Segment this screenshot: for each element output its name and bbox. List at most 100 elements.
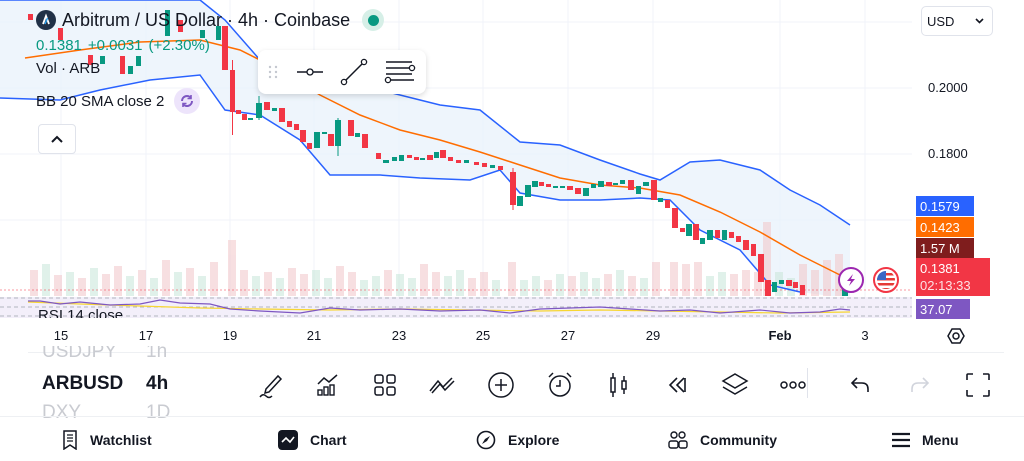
rsi-indicator-row[interactable]: RSI 14 close (38, 307, 123, 318)
divider (0, 416, 1024, 417)
arbitrum-logo-icon (36, 10, 56, 30)
replay-button[interactable] (662, 370, 692, 400)
loading-refresh-icon[interactable] (174, 88, 201, 114)
nav-label: Watchlist (90, 431, 152, 448)
drawing-tools-button[interactable] (256, 370, 286, 400)
price-axis-label: 0.1800 (928, 146, 968, 161)
watchlist-icon (62, 429, 78, 450)
time-label: 27 (560, 328, 576, 343)
divider (28, 352, 1004, 353)
live-dot-icon (367, 14, 379, 26)
more-dots-icon (780, 381, 806, 389)
last-price-tag-value: 0.1381 (920, 261, 960, 276)
more-button[interactable] (778, 370, 808, 400)
bb-indicator-label: BB 20 SMA close 2 (36, 92, 165, 110)
redo-icon (911, 377, 930, 392)
fullscreen-icon (966, 373, 990, 397)
last-price-tag: 0.1381 02:13:33 (916, 258, 990, 296)
volume-tag: 1.57 M (916, 238, 974, 258)
price-axis[interactable]: 0.2000 0.1800 (912, 0, 1024, 346)
indicators-button[interactable] (313, 370, 343, 400)
symbol-title[interactable]: Arbitrum / US Dollar · 4h · Coinbase (62, 9, 351, 30)
rsi-tag: 37.07 (916, 299, 970, 319)
nav-menu[interactable]: Menu (892, 418, 959, 461)
price-axis-label: 0.2000 (928, 80, 968, 95)
symbol-interval-picker[interactable]: USDJPY 1h ARBUSD 4h DXY 1D (0, 346, 200, 418)
toolbar-divider (807, 368, 808, 398)
hamburger-icon (892, 432, 910, 448)
bb-indicator-row[interactable]: BB 20 SMA close 2 (36, 88, 384, 114)
time-label: 21 (306, 328, 322, 343)
drag-handle-icon[interactable] (258, 50, 288, 94)
compare-icon (429, 377, 455, 394)
layouts-button[interactable] (370, 370, 400, 400)
layers-icon (721, 373, 749, 395)
symbol-option-active[interactable]: ARBUSD 4h (42, 373, 169, 394)
symbol-option[interactable]: DXY 1D (42, 402, 171, 418)
currency-select[interactable]: USD (921, 6, 993, 36)
nav-label: Chart (310, 431, 347, 448)
market-status-indicator[interactable] (362, 9, 385, 31)
undo-button[interactable] (845, 370, 875, 400)
fullscreen-button[interactable] (963, 370, 993, 400)
nav-label: Explore (508, 431, 560, 448)
nav-chart[interactable]: Chart (278, 418, 347, 461)
lightning-event-badge[interactable] (838, 267, 864, 293)
rewind-icon (668, 377, 686, 393)
price-change-row: 0.1381 +0.0031 (+2.30%) (36, 37, 384, 57)
chart-settings-button[interactable] (945, 325, 967, 347)
chart-pane[interactable]: Arbitrum / US Dollar · 4h · Coinbase 0.1… (0, 0, 912, 318)
nav-label: Menu (922, 431, 959, 448)
nav-community[interactable]: Community (668, 418, 777, 461)
drawing-floating-toolbar (258, 50, 426, 94)
chevron-up-icon (51, 135, 63, 143)
price-change-pct: (+2.30%) (148, 37, 210, 54)
alert-button[interactable] (545, 370, 575, 400)
grid-icon (374, 374, 396, 396)
undo-icon (850, 377, 869, 392)
volume-indicator-label[interactable]: Vol · ARB (36, 60, 101, 77)
chart-icon (278, 429, 298, 450)
nav-explore[interactable]: Explore (476, 418, 559, 461)
chevron-down-icon (975, 18, 984, 24)
candlestick-icon (610, 373, 627, 397)
time-label: 3 (861, 328, 869, 343)
bb-basis-tag: 0.1423 (916, 217, 974, 237)
compare-symbols-button[interactable] (427, 370, 457, 400)
horizontal-line-tool-icon[interactable] (288, 50, 332, 94)
time-label: 17 (138, 328, 154, 343)
nav-label: Community (700, 431, 777, 448)
compass-icon (476, 430, 496, 450)
chart-type-button[interactable] (604, 370, 634, 400)
price-chart[interactable] (0, 0, 912, 318)
time-label: 15 (53, 328, 69, 343)
chart-toolbar (240, 360, 1024, 410)
rsi-indicator-label: RSI 14 close (38, 307, 124, 318)
object-tree-button[interactable] (720, 370, 750, 400)
volume-bars (30, 222, 843, 296)
fib-retracement-tool-icon[interactable] (376, 50, 424, 94)
alarm-clock-icon (548, 372, 572, 397)
lightning-icon (847, 274, 855, 286)
us-economic-event-badge[interactable] (873, 267, 899, 293)
add-button[interactable] (486, 370, 516, 400)
time-axis[interactable]: 15 17 19 21 23 25 27 29 Feb 3 (0, 320, 912, 350)
nav-watchlist[interactable]: Watchlist (62, 418, 152, 461)
redo-button[interactable] (905, 370, 935, 400)
time-label: 29 (645, 328, 661, 343)
symbol-option[interactable]: USDJPY 1h (42, 346, 168, 362)
candles (28, 10, 848, 296)
chart-legend: Arbitrum / US Dollar · 4h · Coinbase 0.1… (36, 8, 385, 114)
collapse-legend-button[interactable] (38, 124, 76, 154)
price-change: +0.0031 (87, 37, 143, 54)
settings-hexagon-icon (947, 328, 965, 344)
trend-line-tool-icon[interactable] (332, 50, 376, 94)
time-label: 25 (475, 328, 491, 343)
plus-circle-icon (488, 372, 514, 398)
bb-upper-tag: 0.1579 (916, 196, 974, 216)
time-label-month: Feb (768, 328, 792, 343)
time-label: 19 (222, 328, 238, 343)
indicators-icon (317, 374, 338, 396)
us-flag-icon (877, 271, 895, 289)
